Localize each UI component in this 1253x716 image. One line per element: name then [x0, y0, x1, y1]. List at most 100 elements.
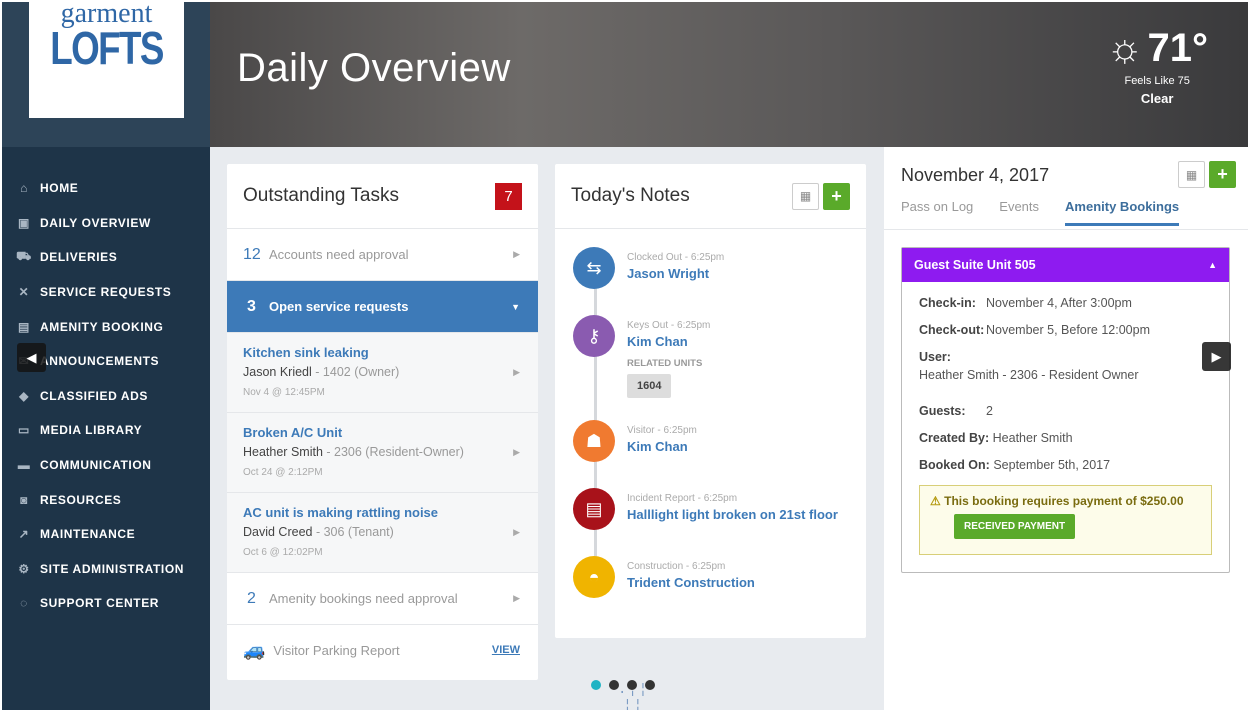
logo-text: garment — [60, 2, 153, 29]
sidebar-item-label: ANNOUNCEMENTS — [40, 354, 160, 369]
sidebar-item-label: SITE ADMINISTRATION — [40, 561, 185, 576]
visitor-parking-row: 🚙 Visitor Parking Report VIEW — [227, 625, 538, 675]
task-count-badge: 7 — [495, 182, 522, 210]
tab-pass-on-log[interactable]: Pass on Log — [901, 199, 974, 214]
panel-date: November 4, 2017 — [901, 165, 1050, 185]
booking-card: Guest Suite Unit 505 ▲ Check-in: November … — [901, 247, 1230, 573]
note-item[interactable]: ▤ Incident Report - 6:25pm Halllight light… — [573, 488, 866, 530]
sidebar-item-label: SUPPORT CENTER — [40, 596, 160, 611]
media-library-icon: ▭ — [18, 423, 30, 438]
open-service-requests-row[interactable]: 3 Open service requests ▼ — [227, 281, 538, 333]
label: User: — [919, 350, 951, 364]
calendar-icon[interactable]: ▦ — [1178, 161, 1205, 188]
key-icon: ⚷ — [573, 315, 615, 357]
note-item[interactable]: ☗ Visitor - 6:25pm Kim Chan — [573, 420, 866, 462]
note-name: Halllight light broken on 21st floor — [627, 507, 838, 522]
amenity-approval-row[interactable]: 2 Amenity bookings need approval ▶ — [227, 573, 538, 625]
received-payment-button[interactable]: RECEIVED PAYMENT — [954, 514, 1076, 539]
unit: - 2306 (Resident-Owner) — [326, 445, 464, 459]
chevron-right-icon: ▶ — [513, 367, 520, 377]
label: Open service requests — [269, 299, 409, 314]
sidebar-item-label: DAILY OVERVIEW — [40, 215, 151, 230]
sidebar-item-label: DELIVERIES — [40, 250, 118, 265]
sidebar-item-label: RESOURCES — [40, 492, 122, 507]
note-item[interactable]: ⇆ Clocked Out - 6:25pm Jason Wright — [573, 247, 866, 289]
header: Daily Overview ☼ 71° Feels Like 75 Clear — [210, 2, 1248, 147]
carousel-next-arrow[interactable]: ▶ — [1202, 342, 1231, 371]
service-request-item[interactable]: AC unit is making rattling noise David Cr… — [227, 493, 538, 573]
home-icon: ⌂ — [20, 181, 28, 196]
logo[interactable]: .¦¦ ¦¦ ¦¦. garment LOFTS — [29, 2, 647, 710]
note-name: Jason Wright — [627, 266, 710, 281]
related-units-label: RELATED UNITS — [627, 358, 703, 369]
service-requests-icon: ✕ — [18, 285, 30, 300]
service-request-item[interactable]: Kitchen sink leaking Jason Kriedl - 1402 … — [227, 333, 538, 413]
add-button[interactable]: + — [1209, 161, 1236, 188]
note-item[interactable]: ◓ Construction - 6:25pm Trident Constructi… — [573, 556, 866, 598]
request-date: Oct 24 @ 2:12PM — [243, 467, 323, 478]
card-title: Today's Notes — [571, 185, 690, 206]
carousel-dot[interactable] — [591, 680, 601, 690]
note-label: Construction - 6:25pm — [627, 561, 726, 572]
sidebar-item-media-library[interactable]: ▭ MEDIA LIBRARY — [2, 413, 210, 448]
request-date: Oct 6 @ 12:02PM — [243, 547, 323, 558]
sidebar-item-communication[interactable]: ▬ COMMUNICATION — [2, 448, 210, 483]
sidebar-item-label: CLASSIFIED ADS — [40, 388, 148, 403]
sidebar-item-amenity-booking[interactable]: ▤ AMENITY BOOKING — [2, 309, 210, 344]
label: Accounts need approval — [269, 247, 409, 262]
accounts-approval-row[interactable]: 12 Accounts need approval ▶ — [227, 229, 538, 281]
chevron-right-icon: ▶ — [513, 447, 520, 457]
page-title: Daily Overview — [237, 46, 511, 90]
sidebar-item-label: AMENITY BOOKING — [40, 319, 164, 334]
carousel-dot[interactable] — [645, 680, 655, 690]
sidebar-item-service-requests[interactable]: ✕ SERVICE REQUESTS — [2, 275, 210, 310]
feels-like: Feels Like 75 — [1124, 75, 1190, 87]
requester: David Creed — [243, 525, 313, 539]
communication-icon: ▬ — [17, 458, 31, 473]
booked-value: September 5th, 2017 — [993, 458, 1111, 472]
label: Check-in: — [919, 296, 976, 310]
sidebar-item-support-center[interactable]: ◌ SUPPORT CENTER — [2, 586, 210, 621]
service-request-item[interactable]: Broken A/C Unit Heather Smith - 2306 (Res… — [227, 413, 538, 493]
unit-chip[interactable]: 1604 — [627, 374, 672, 398]
sidebar-item-resources[interactable]: ◙ RESOURCES — [2, 482, 210, 517]
sidebar-item-home[interactable]: ⌂ HOME — [2, 171, 210, 206]
guests-value: 2 — [986, 404, 993, 418]
chevron-right-icon: ▶ — [513, 593, 520, 603]
weather-widget: ☼ 71° Feels Like 75 Clear — [1106, 26, 1208, 106]
label: Amenity bookings need approval — [269, 591, 458, 606]
label: Visitor Parking Report — [273, 642, 400, 658]
sidebar-item-deliveries[interactable]: ⛟ DELIVERIES — [2, 240, 210, 275]
add-note-button[interactable]: + — [823, 182, 850, 210]
carousel-dot[interactable] — [627, 680, 637, 690]
sidebar-item-label: SERVICE REQUESTS — [40, 285, 172, 300]
support-center-icon: ◌ — [20, 596, 28, 611]
calendar-icon[interactable]: ▦ — [792, 182, 819, 210]
payment-warning: ⚠ This booking requires payment of $250.… — [919, 485, 1212, 555]
carousel-prev-arrow[interactable]: ◀ — [17, 343, 46, 372]
tab-amenity-bookings[interactable]: Amenity Bookings — [1065, 199, 1180, 226]
requester: Jason Kriedl — [243, 365, 312, 379]
note-name: Kim Chan — [627, 439, 688, 454]
daily-overview-icon: ▣ — [18, 215, 30, 230]
sidebar-item-maintenance[interactable]: ↗ MAINTENANCE — [2, 517, 210, 552]
label: Booked On: — [919, 458, 990, 472]
booking-title: Guest Suite Unit 505 — [914, 258, 1036, 272]
weather-condition: Clear — [1140, 91, 1174, 106]
view-link[interactable]: VIEW — [491, 644, 520, 656]
sidebar-item-site-administration[interactable]: ⚙ SITE ADMINISTRATION — [2, 552, 210, 587]
carousel-dot[interactable] — [609, 680, 619, 690]
sidebar-item-daily-overview[interactable]: ▣ DAILY OVERVIEW — [2, 206, 210, 241]
chevron-right-icon: ▶ — [513, 249, 520, 259]
tab-events[interactable]: Events — [999, 199, 1040, 214]
requester: Heather Smith — [243, 445, 323, 459]
booking-header[interactable]: Guest Suite Unit 505 ▲ — [902, 248, 1229, 282]
sidebar-item-classified-ads[interactable]: ◆ CLASSIFIED ADS — [2, 379, 210, 414]
user-value: Heather Smith - 2306 - Resident Owner — [919, 368, 1139, 382]
note-item[interactable]: ⚷ Keys Out - 6:25pm Kim Chan RELATED UNITS 1… — [573, 315, 866, 398]
request-date: Nov 4 @ 12:45PM — [243, 387, 325, 398]
clock-out-icon: ⇆ — [573, 247, 615, 289]
report-icon: ▤ — [573, 488, 615, 530]
request-title: Kitchen sink leaking — [243, 345, 369, 360]
